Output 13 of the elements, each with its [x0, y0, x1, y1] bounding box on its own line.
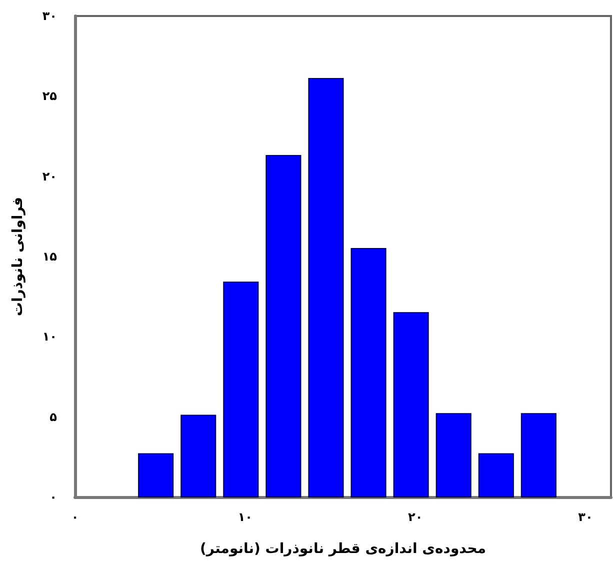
y-tick-label: ۲۵	[42, 89, 57, 104]
y-tick-label: ۲۰	[42, 169, 57, 184]
y-tick-label: ۱۰	[42, 330, 57, 344]
x-tick-label: ۳۰	[578, 510, 593, 524]
y-axis-title: فراوانی نانوذرات	[10, 196, 26, 316]
y-tick-label: ۵	[50, 410, 57, 424]
y-tick-label: ۱۵	[42, 250, 57, 264]
x-tick-label: ۱۰	[238, 510, 252, 524]
x-axis-title: محدوده‌ی اندازه‌ی قطر نانوذرات (نانومتر)	[200, 541, 486, 557]
x-tick-label: ۲۰	[408, 510, 423, 524]
x-tick-label: ۰	[71, 510, 79, 524]
y-tick-label: ۰	[50, 490, 57, 504]
y-tick-label: ۳۰	[42, 9, 57, 23]
